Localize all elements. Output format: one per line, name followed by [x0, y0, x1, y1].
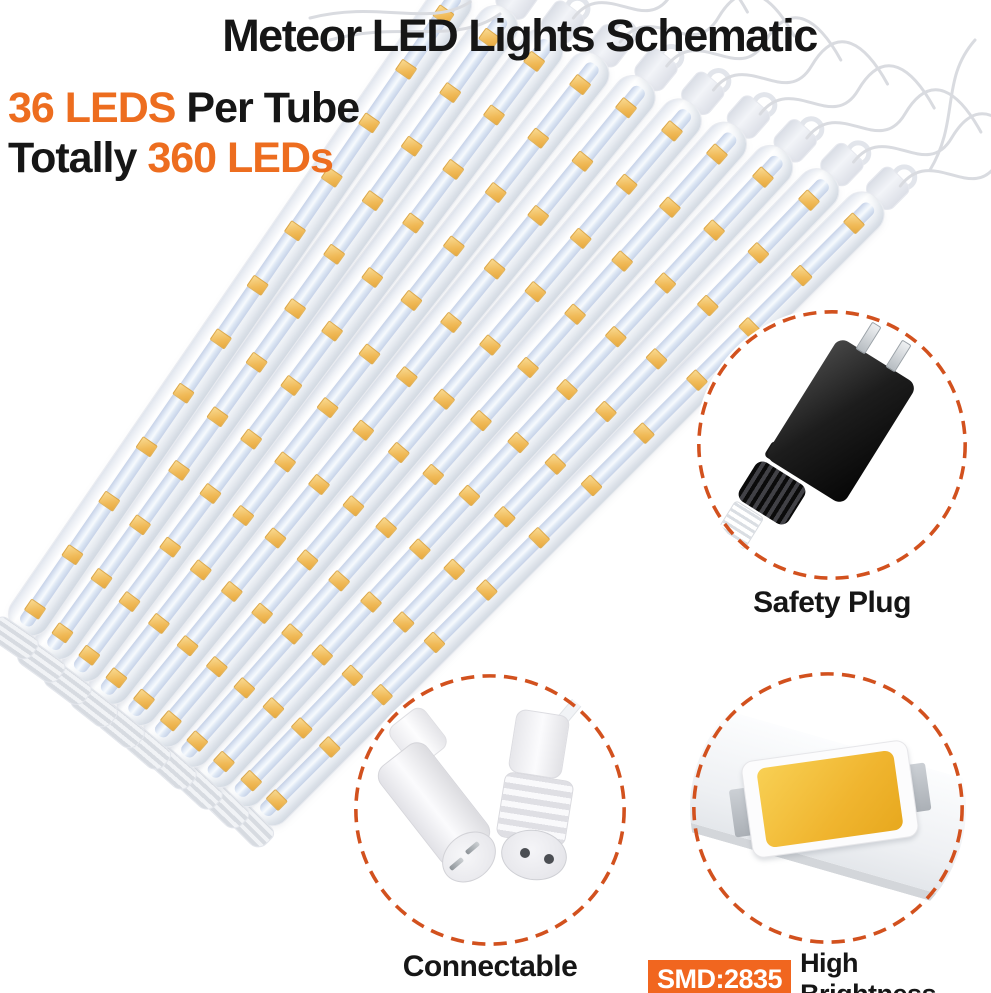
- dashed-circle-icon: [692, 672, 964, 944]
- total-led-count: 360 LEDs: [147, 133, 334, 182]
- connector-socket-hole: [544, 854, 554, 864]
- feature-line-1: 36 LEDS Per Tube: [8, 84, 360, 132]
- page-title: Meteor LED Lights Schematic: [222, 10, 818, 61]
- dashed-circle-icon: [354, 674, 626, 946]
- connector-pair-image: [352, 672, 628, 948]
- connectable-label: Connectable: [402, 950, 578, 983]
- connector-socket-hole: [520, 848, 530, 858]
- safety-plug-callout: [695, 308, 969, 582]
- smd-brightness-label: High Brightness: [800, 948, 937, 993]
- smd-model-badge: SMD:2835: [648, 959, 792, 993]
- smd-chip-callout: [690, 670, 966, 946]
- feature-line-2: Totally 360 LEDs: [8, 133, 334, 182]
- feature-text: 36 LEDS Per Tube Totally 360 LEDs: [8, 84, 360, 184]
- connectable-callout: [352, 672, 628, 948]
- dashed-circle-icon: [697, 310, 967, 580]
- safety-plug-label: Safety Plug: [753, 586, 911, 619]
- led-per-tube-count: 36 LEDS: [8, 84, 176, 132]
- smd-label-row: SMD:2835 High Brightness: [648, 948, 991, 993]
